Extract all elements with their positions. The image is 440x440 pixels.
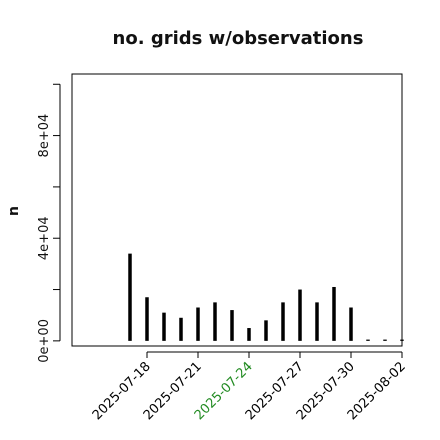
bars [128, 253, 404, 341]
chart-title: no. grids w/observations [113, 28, 364, 49]
x-axis: 2025-07-182025-07-212025-07-242025-07-27… [90, 351, 409, 423]
y-axis-label: n [6, 206, 22, 216]
y-tick-label: 0e+00 [37, 319, 52, 363]
plot-frame [71, 73, 403, 347]
y-tick-label: 4e+04 [37, 216, 52, 260]
y-tick-label: 8e+04 [37, 114, 52, 158]
y-axis: 0e+00 4e+04 8e+04 [37, 83, 61, 363]
